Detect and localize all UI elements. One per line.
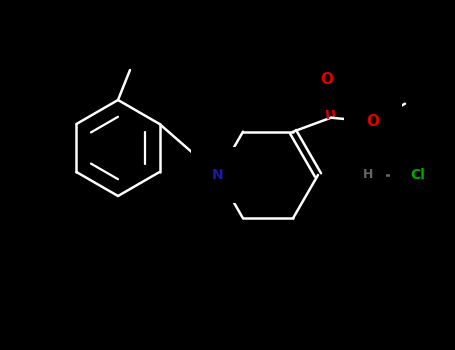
Text: H: H — [363, 168, 373, 182]
Text: O: O — [366, 114, 379, 129]
Text: Cl: Cl — [410, 168, 425, 182]
Text: N: N — [212, 168, 224, 182]
Text: O: O — [320, 72, 334, 87]
